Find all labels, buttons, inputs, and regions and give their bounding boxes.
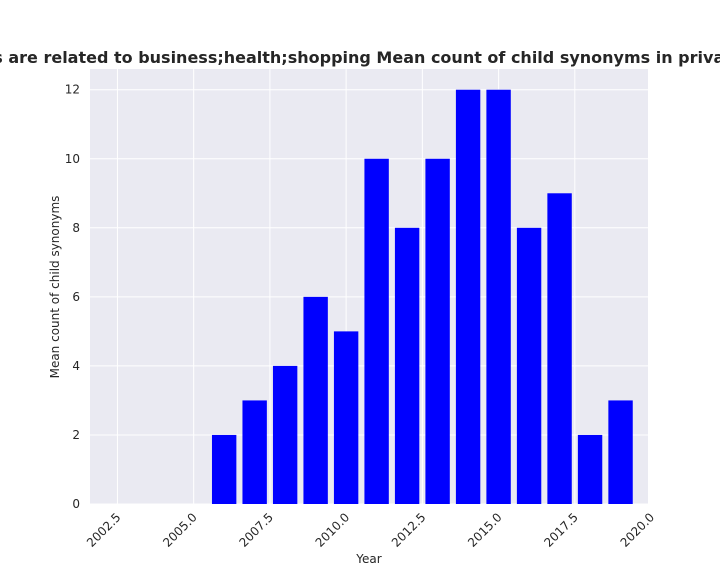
x-tick-label: 2012.5 (389, 510, 429, 550)
x-tick-label: 2015.0 (465, 510, 505, 550)
bar-2010 (333, 331, 359, 504)
x-tick-label: 2010.0 (313, 510, 353, 550)
bar-2011 (364, 158, 389, 504)
bar-2008 (272, 365, 298, 504)
y-tick-label: 6 (72, 290, 80, 304)
bar-2017 (547, 193, 572, 505)
x-axis-label: Year (355, 552, 381, 566)
x-tick-label: 2002.5 (84, 510, 124, 550)
x-tick-label: 2007.5 (236, 510, 276, 550)
bar-2006 (211, 434, 237, 504)
y-tick-label: 4 (72, 359, 80, 373)
bar-2007 (242, 400, 267, 504)
y-tick-label: 2 (72, 428, 80, 442)
bar-2015 (486, 89, 511, 504)
y-tick-label: 12 (65, 83, 80, 97)
bar-2018 (577, 434, 603, 504)
x-tick-label: 2017.5 (541, 510, 581, 550)
y-axis-label: Mean count of child synonyms (48, 196, 62, 379)
x-tick-label: 2020.0 (618, 510, 658, 550)
x-tick-label: 2005.0 (160, 510, 200, 550)
chart-title: Categories are related to business;healt… (0, 48, 720, 67)
x-tick-labels: 2002.5 2005.0 2007.5 2010.0 2012.5 2015.0 2017… (84, 510, 657, 550)
y-tick-label: 0 (72, 497, 80, 511)
bar-2012 (394, 227, 420, 505)
bar-2016 (516, 227, 542, 505)
y-tick-label: 10 (65, 152, 80, 166)
bars (211, 89, 633, 505)
bar-2009 (303, 296, 328, 504)
bar-2014 (455, 89, 481, 504)
bar-2019 (608, 400, 633, 504)
y-tick-label: 8 (72, 221, 80, 235)
bar-2013 (425, 158, 450, 504)
y-tick-labels: 0 2 4 6 8 10 12 (65, 83, 80, 511)
